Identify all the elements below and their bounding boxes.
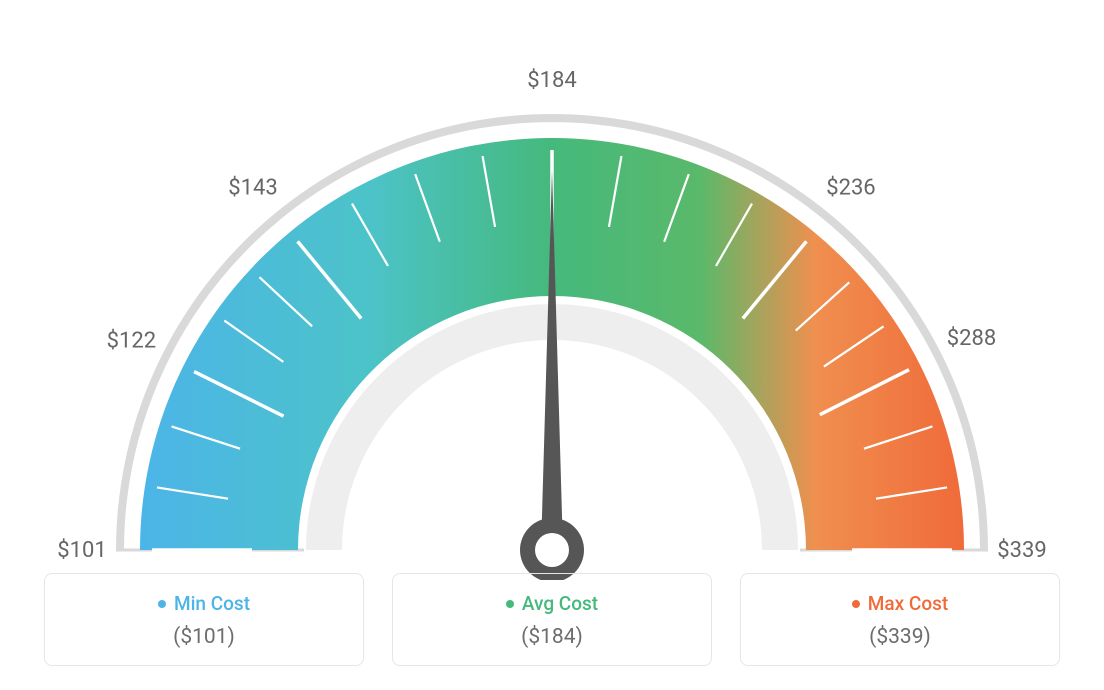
svg-text:$122: $122 (107, 328, 156, 353)
legend-avg-value: ($184) (405, 625, 699, 649)
svg-text:$288: $288 (947, 326, 996, 351)
svg-text:$339: $339 (997, 538, 1046, 563)
legend-max-label: Max Cost (852, 592, 948, 615)
svg-text:$101: $101 (57, 538, 106, 563)
legend-min-text: Min Cost (174, 592, 250, 615)
legend-max-card: Max Cost ($339) (740, 573, 1060, 666)
legend-max-text: Max Cost (868, 592, 948, 615)
legend-avg-card: Avg Cost ($184) (392, 573, 712, 666)
legend-min-value: ($101) (57, 625, 351, 649)
cost-gauge: $101 $122 $143 $184 $236 $288 $339 (32, 20, 1072, 584)
legend-avg-text: Avg Cost (522, 592, 598, 615)
legend-min-label: Min Cost (158, 592, 250, 615)
gauge-svg: $101 $122 $143 $184 $236 $288 $339 (32, 20, 1072, 580)
svg-text:$143: $143 (228, 175, 277, 200)
svg-text:$236: $236 (826, 175, 875, 200)
legend-max-value: ($339) (753, 625, 1047, 649)
svg-text:$184: $184 (527, 68, 576, 93)
legend-avg-label: Avg Cost (506, 592, 598, 615)
legend-min-card: Min Cost ($101) (44, 573, 364, 666)
legend-row: Min Cost ($101) Avg Cost ($184) Max Cost… (0, 573, 1104, 666)
